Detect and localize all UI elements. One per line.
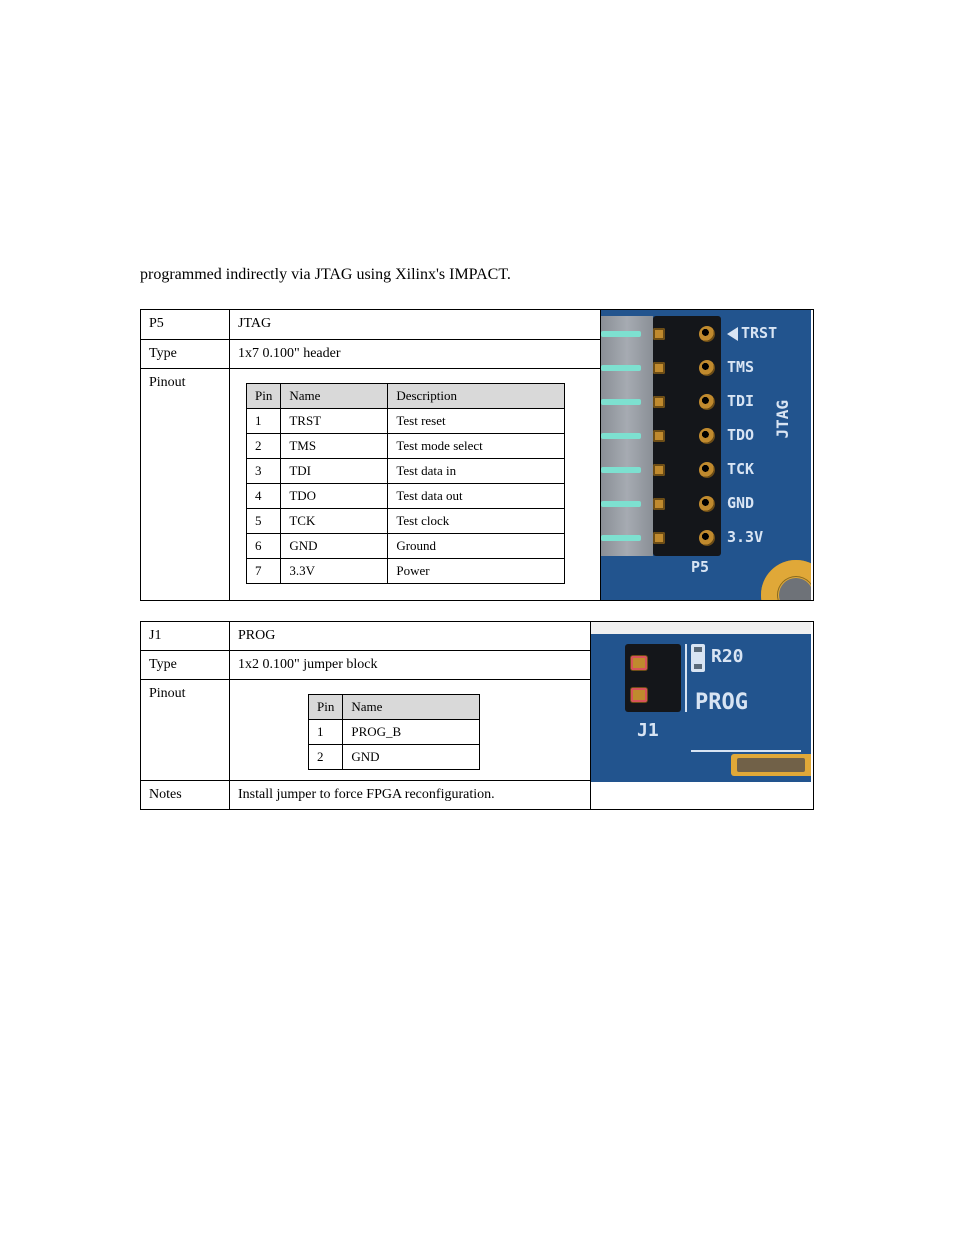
j1-pcb-graphic: R20 PROG J1 (591, 622, 811, 782)
p5-h-desc: Description (388, 384, 565, 409)
cell: TRST (281, 409, 388, 434)
j1-type: 1x2 0.100" jumper block (230, 651, 591, 680)
silk-prog: PROG (695, 690, 748, 715)
silk-j1: J1 (637, 720, 659, 741)
j1-notes: Install jumper to force FPGA reconfigura… (230, 781, 591, 810)
j1-ref: J1 (141, 622, 230, 651)
cell: TDO (281, 484, 388, 509)
cell: 2 (309, 745, 343, 770)
cell: Ground (388, 534, 565, 559)
p5-table: P5 JTAG (140, 309, 814, 601)
silk-tdo: TDO (727, 426, 754, 444)
cell: TMS (281, 434, 388, 459)
p5-name: JTAG (230, 310, 601, 340)
cell: 1 (309, 720, 343, 745)
cell: 6 (247, 534, 281, 559)
j1-name: PROG (230, 622, 591, 651)
j1-type-label: Type (141, 651, 230, 680)
cell: 1 (247, 409, 281, 434)
cell: PROG_B (343, 720, 480, 745)
p5-h-name: Name (281, 384, 388, 409)
p5-pinout-table: Pin Name Description 1TRSTTest reset 2TM… (246, 383, 565, 584)
cell: 7 (247, 559, 281, 584)
cell: Test data in (388, 459, 565, 484)
cell: 5 (247, 509, 281, 534)
cell: 3.3V (281, 559, 388, 584)
p5-type: 1x7 0.100" header (230, 339, 601, 369)
p5-ref: P5 (141, 310, 230, 340)
cell: Power (388, 559, 565, 584)
intro-text: programmed indirectly via JTAG using Xil… (140, 266, 814, 284)
cell: Test reset (388, 409, 565, 434)
cell: 2 (247, 434, 281, 459)
cell: TDI (281, 459, 388, 484)
j1-pinout-label: Pinout (141, 680, 230, 781)
cell: GND (281, 534, 388, 559)
cell: TCK (281, 509, 388, 534)
silk-tck: TCK (727, 460, 754, 478)
j1-h-pin: Pin (309, 695, 343, 720)
silk-tdi: TDI (727, 392, 754, 410)
j1-table: J1 PROG R20 PROG J1 (140, 621, 814, 810)
j1-pinout-table: Pin Name 1PROG_B 2GND (308, 694, 480, 770)
silk-gnd: GND (727, 494, 754, 512)
cell: 3 (247, 459, 281, 484)
silk-r20: R20 (711, 646, 744, 667)
cell: Test clock (388, 509, 565, 534)
cell: Test data out (388, 484, 565, 509)
j1-notes-label: Notes (141, 781, 230, 810)
cell: Test mode select (388, 434, 565, 459)
silk-jtag: JTAG (773, 400, 792, 439)
p5-type-label: Type (141, 339, 230, 369)
silk-trst: TRST (741, 324, 777, 342)
p5-h-pin: Pin (247, 384, 281, 409)
p5-pinout-label: Pinout (141, 369, 230, 601)
j1-h-name: Name (343, 695, 480, 720)
cell: 4 (247, 484, 281, 509)
cell: GND (343, 745, 480, 770)
p5-pcb-graphic: TRST TMS TDI TDO TCK GND 3.3V JTAG P5 (601, 310, 811, 600)
silk-3v3: 3.3V (727, 528, 763, 546)
silk-p5: P5 (691, 558, 709, 576)
silk-tms: TMS (727, 358, 754, 376)
